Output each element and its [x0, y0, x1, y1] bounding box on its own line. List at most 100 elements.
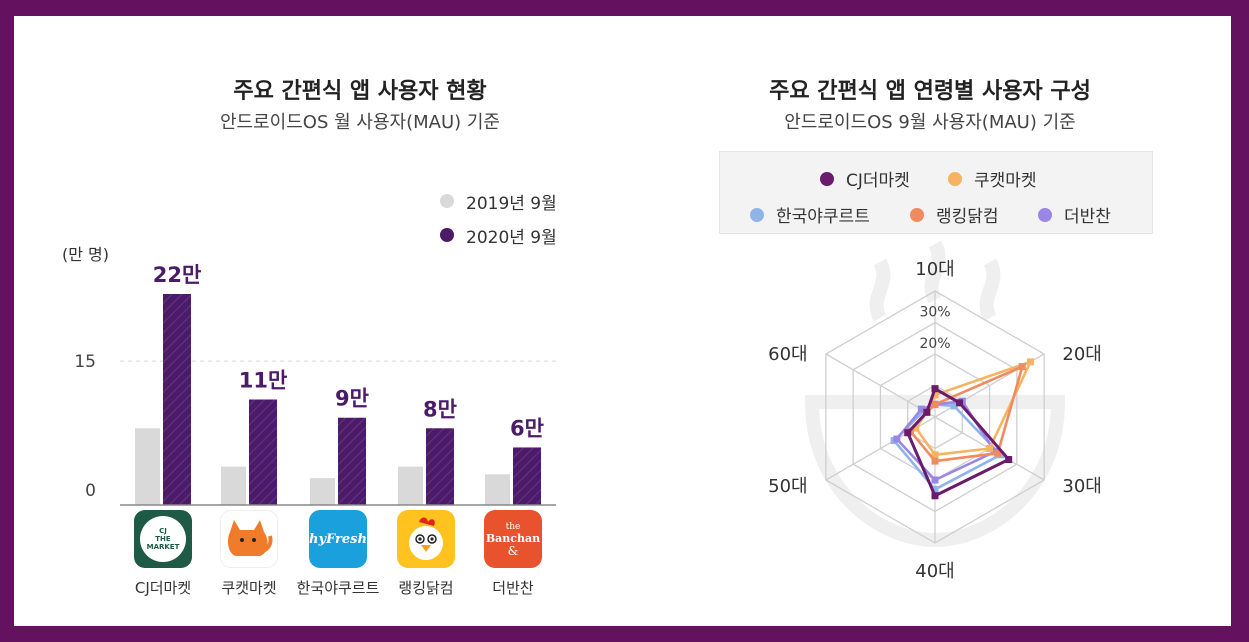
legend-item-hy: 한국야쿠르트	[750, 202, 870, 227]
radar-series-line	[906, 387, 1011, 498]
bar-2020	[513, 447, 541, 505]
radar-series-point	[931, 492, 939, 500]
legend-item-2019: 2019년 9월	[440, 184, 557, 218]
radar-series-line	[914, 360, 1032, 457]
chicken-icon	[397, 510, 455, 568]
radar-series-point	[996, 451, 1004, 459]
legend-dot-ranking	[910, 207, 924, 222]
radar-axis-label: 20대	[1062, 344, 1101, 365]
radar-series-point	[931, 457, 939, 465]
y-tick-label: 0	[85, 481, 96, 501]
y-axis-unit-label: (만 명)	[62, 245, 110, 264]
bar-data-label: 8만	[423, 397, 457, 421]
radar-series-point	[931, 400, 939, 408]
legend-item-2020: 2020년 9월	[440, 218, 557, 252]
radar-spoke	[934, 353, 1045, 418]
radar-series-point	[931, 400, 939, 408]
app-name-banchan: 더반찬	[492, 579, 534, 597]
radar-series-point	[931, 400, 939, 408]
bar-2019	[310, 478, 335, 505]
bar-data-label: 11만	[239, 369, 288, 393]
radar-series-point	[991, 448, 999, 456]
radar-series-point	[920, 407, 928, 415]
radar-series-point	[923, 408, 931, 416]
radar-grid-ring	[907, 384, 963, 450]
radar-grid-ring	[879, 353, 991, 481]
radar-axis-label: 40대	[915, 561, 954, 582]
radar-series-point	[931, 476, 939, 484]
legend-dot-banchan	[1038, 207, 1052, 222]
bar-2020	[163, 294, 191, 505]
app-name-ranking: 랭킹닭컴	[398, 579, 454, 597]
bar-data-label: 9만	[335, 387, 369, 411]
cj-icon-text-1: CJ	[159, 527, 167, 535]
radar-chart-title: 주요 간편식 앱 연령별 사용자 구성	[769, 79, 1091, 104]
radar-axis-label: 10대	[915, 259, 954, 280]
radar-series-point	[917, 405, 925, 413]
banchan-icon-text-3: &	[507, 544, 519, 558]
legend-label-kukat: 쿠캣마켓	[974, 171, 1037, 191]
bar-2019	[135, 428, 160, 505]
legend-label-2020: 2020년 9월	[466, 227, 557, 248]
radar-series-point	[931, 391, 939, 399]
app-name-kukat: 쿠캣마켓	[221, 579, 277, 597]
radar-series-point	[986, 445, 994, 452]
legend-label-2019: 2019년 9월	[466, 193, 557, 214]
bar-2020	[249, 399, 277, 505]
bar-2020	[426, 428, 454, 505]
cj-icon-text-3: MARKET	[146, 543, 180, 551]
radar-axis-label: 30대	[1062, 476, 1101, 497]
radar-ring-label: 30%	[919, 305, 950, 321]
legend-item-kukat: 쿠캣마켓	[948, 166, 1037, 191]
legend-dot-2019	[440, 194, 454, 208]
legend-item-banchan: 더반찬	[1038, 202, 1111, 227]
bar-chart-title: 주요 간편식 앱 사용자 현황	[233, 79, 487, 104]
legend-label-cj: CJ더마켓	[846, 171, 910, 191]
bar-chart-legend: 2019년 9월 2020년 9월	[440, 184, 557, 252]
radar-series-point	[994, 449, 1002, 457]
bar-2019	[485, 474, 510, 505]
radar-series-point	[906, 427, 914, 435]
cj-the-market-icon: CJ THE MARKET	[134, 510, 192, 568]
legend-dot-kukat	[948, 171, 962, 186]
legend-dot-2020	[440, 228, 454, 242]
radar-series-point	[931, 385, 939, 393]
radar-series-point	[904, 429, 912, 437]
radar-series-point	[890, 437, 898, 445]
radar-spoke	[825, 353, 936, 418]
radar-axis-label: 60대	[768, 344, 807, 365]
bar-2019	[398, 466, 423, 505]
hy-icon-text: hyFresh	[309, 531, 367, 547]
radar-series-point	[923, 408, 931, 416]
radar-chart-subtitle: 안드로이드OS 9월 사용자(MAU) 기준	[784, 112, 1076, 133]
radar-spoke	[825, 416, 936, 481]
radar-ring-label: 20%	[919, 336, 950, 352]
legend-dot-cj	[820, 171, 834, 186]
bar-2019	[221, 466, 246, 505]
hy-fresh-icon: hyFresh	[309, 510, 367, 568]
cj-icon-text-2: THE	[155, 535, 171, 543]
legend-item-cj: CJ더마켓	[820, 166, 910, 191]
app-name-cj: CJ더마켓	[134, 579, 192, 597]
radar-series-point	[912, 424, 920, 432]
bar-chart-subtitle: 안드로이드OS 월 사용자(MAU) 기준	[220, 112, 500, 133]
cat-icon	[220, 510, 278, 568]
the-banchan-icon: the Banchan &	[484, 510, 542, 568]
radar-series-point	[893, 435, 901, 443]
bar-data-label: 22만	[153, 263, 202, 287]
radar-series-point	[931, 451, 939, 459]
radar-series-point	[1005, 456, 1013, 464]
radar-series-line	[892, 403, 1002, 491]
bowl-background-icon	[804, 240, 1066, 548]
radar-grid-ring	[825, 290, 1045, 544]
radar-series-point	[956, 399, 964, 407]
legend-label-hy: 한국야쿠르트	[776, 207, 870, 227]
banchan-icon-text-2: Banchan	[485, 532, 541, 545]
radar-chart-legend: CJ더마켓 쿠캣마켓 한국야쿠르트 랭킹닭컴 더반찬	[719, 151, 1153, 234]
legend-label-ranking: 랭킹닭컴	[936, 207, 999, 227]
radar-series-point	[923, 408, 931, 416]
radar-series-point	[1018, 363, 1026, 371]
bar-data-label: 6만	[510, 416, 544, 440]
radar-series-line	[895, 399, 997, 482]
radar-series-point	[958, 397, 966, 405]
